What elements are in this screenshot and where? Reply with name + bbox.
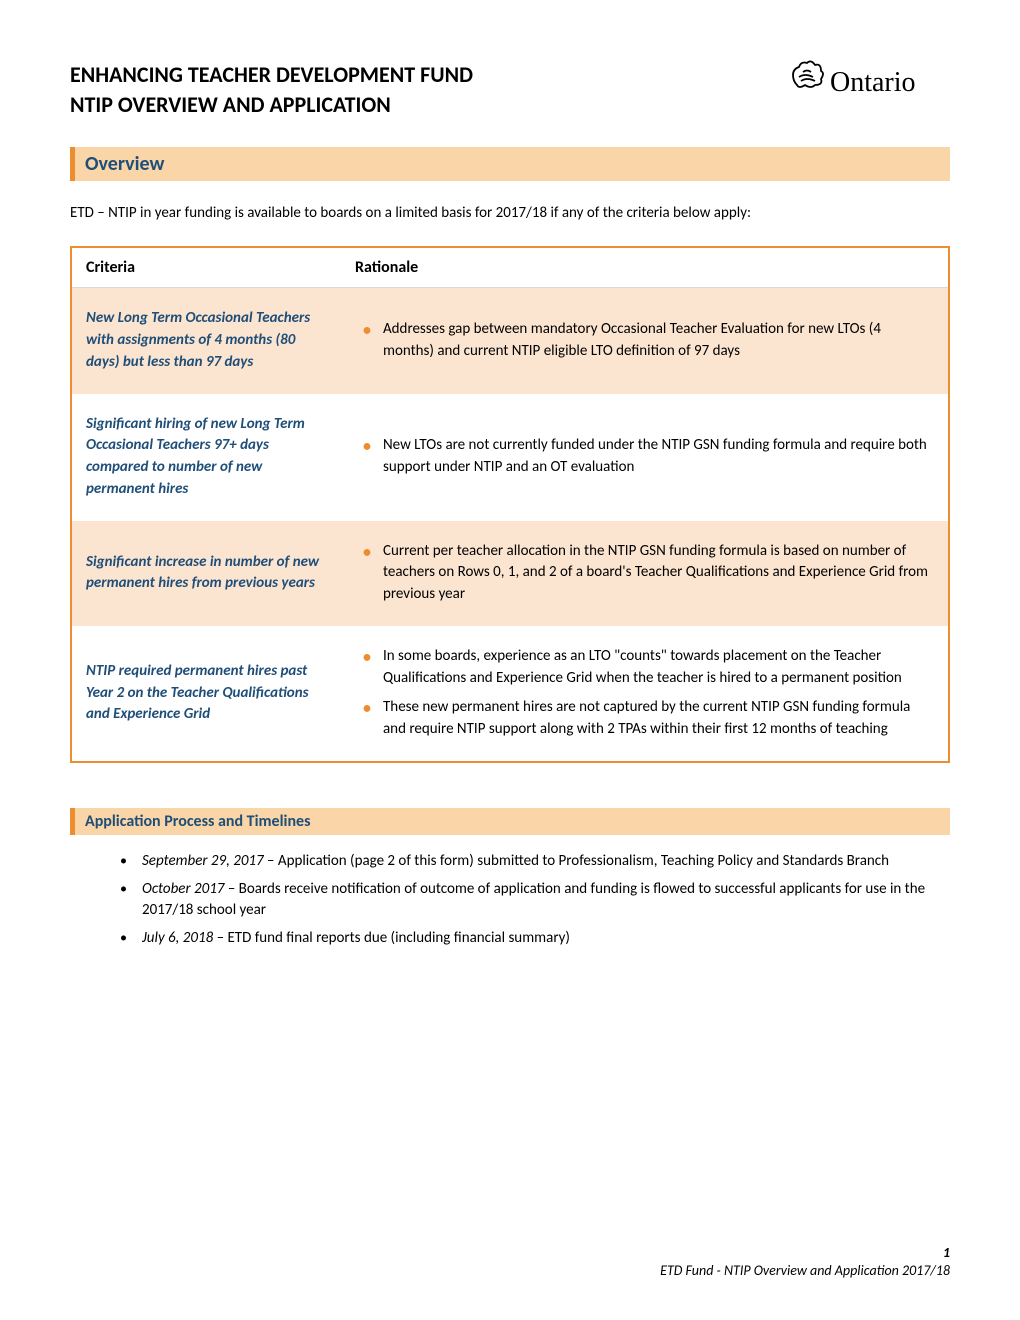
rationale-cell: Current per teacher allocation in the NT… bbox=[341, 521, 949, 626]
table-row: Significant increase in number of new pe… bbox=[71, 521, 949, 626]
table-row: Significant hiring of new Long Term Occa… bbox=[71, 394, 949, 521]
timeline-item: September 29, 2017 – Application (page 2… bbox=[120, 851, 950, 873]
overview-heading: Overview bbox=[70, 147, 950, 181]
svg-text:Ontario: Ontario bbox=[830, 67, 916, 98]
rationale-item: New LTOs are not currently funded under … bbox=[355, 435, 934, 479]
rationale-item: In some boards, experience as an LTO "co… bbox=[355, 646, 934, 690]
page-footer: 1 ETD Fund - NTIP Overview and Applicati… bbox=[660, 1244, 950, 1280]
table-header-rationale: Rationale bbox=[341, 247, 949, 288]
overview-intro: ETD – NTIP in year funding is available … bbox=[70, 203, 950, 224]
timeline-item: July 6, 2018 – ETD fund final reports du… bbox=[120, 928, 950, 950]
timeline-date: October 2017 bbox=[142, 880, 228, 898]
rationale-item: Current per teacher allocation in the NT… bbox=[355, 541, 934, 606]
timeline-list: September 29, 2017 – Application (page 2… bbox=[70, 851, 950, 950]
rationale-cell: In some boards, experience as an LTO "co… bbox=[341, 626, 949, 762]
footer-text: ETD Fund - NTIP Overview and Application… bbox=[660, 1262, 950, 1280]
ontario-logo: Ontario bbox=[780, 55, 950, 110]
table-header-criteria: Criteria bbox=[71, 247, 341, 288]
table-row: NTIP required permanent hires past Year … bbox=[71, 626, 949, 762]
page-number: 1 bbox=[660, 1244, 950, 1262]
criteria-cell: NTIP required permanent hires past Year … bbox=[71, 626, 341, 762]
criteria-cell: New Long Term Occasional Teachers with a… bbox=[71, 288, 341, 394]
title-line-1: ENHANCING TEACHER DEVELOPMENT FUND bbox=[70, 60, 473, 90]
timeline-date: July 6, 2018 bbox=[142, 929, 213, 947]
document-header: ENHANCING TEACHER DEVELOPMENT FUND NTIP … bbox=[70, 60, 950, 119]
rationale-cell: New LTOs are not currently funded under … bbox=[341, 394, 949, 521]
table-row: New Long Term Occasional Teachers with a… bbox=[71, 288, 949, 394]
timelines-heading: Application Process and Timelines bbox=[70, 808, 950, 835]
criteria-cell: Significant increase in number of new pe… bbox=[71, 521, 341, 626]
criteria-table: Criteria Rationale New Long Term Occasio… bbox=[70, 246, 950, 763]
criteria-cell: Significant hiring of new Long Term Occa… bbox=[71, 394, 341, 521]
timeline-item: October 2017 – Boards receive notificati… bbox=[120, 879, 950, 923]
timeline-date: September 29, 2017 bbox=[142, 852, 264, 870]
rationale-cell: Addresses gap between mandatory Occasion… bbox=[341, 288, 949, 394]
rationale-item: These new permanent hires are not captur… bbox=[355, 697, 934, 741]
document-title: ENHANCING TEACHER DEVELOPMENT FUND NTIP … bbox=[70, 60, 473, 119]
rationale-item: Addresses gap between mandatory Occasion… bbox=[355, 319, 934, 363]
title-line-2: NTIP OVERVIEW AND APPLICATION bbox=[70, 90, 473, 120]
